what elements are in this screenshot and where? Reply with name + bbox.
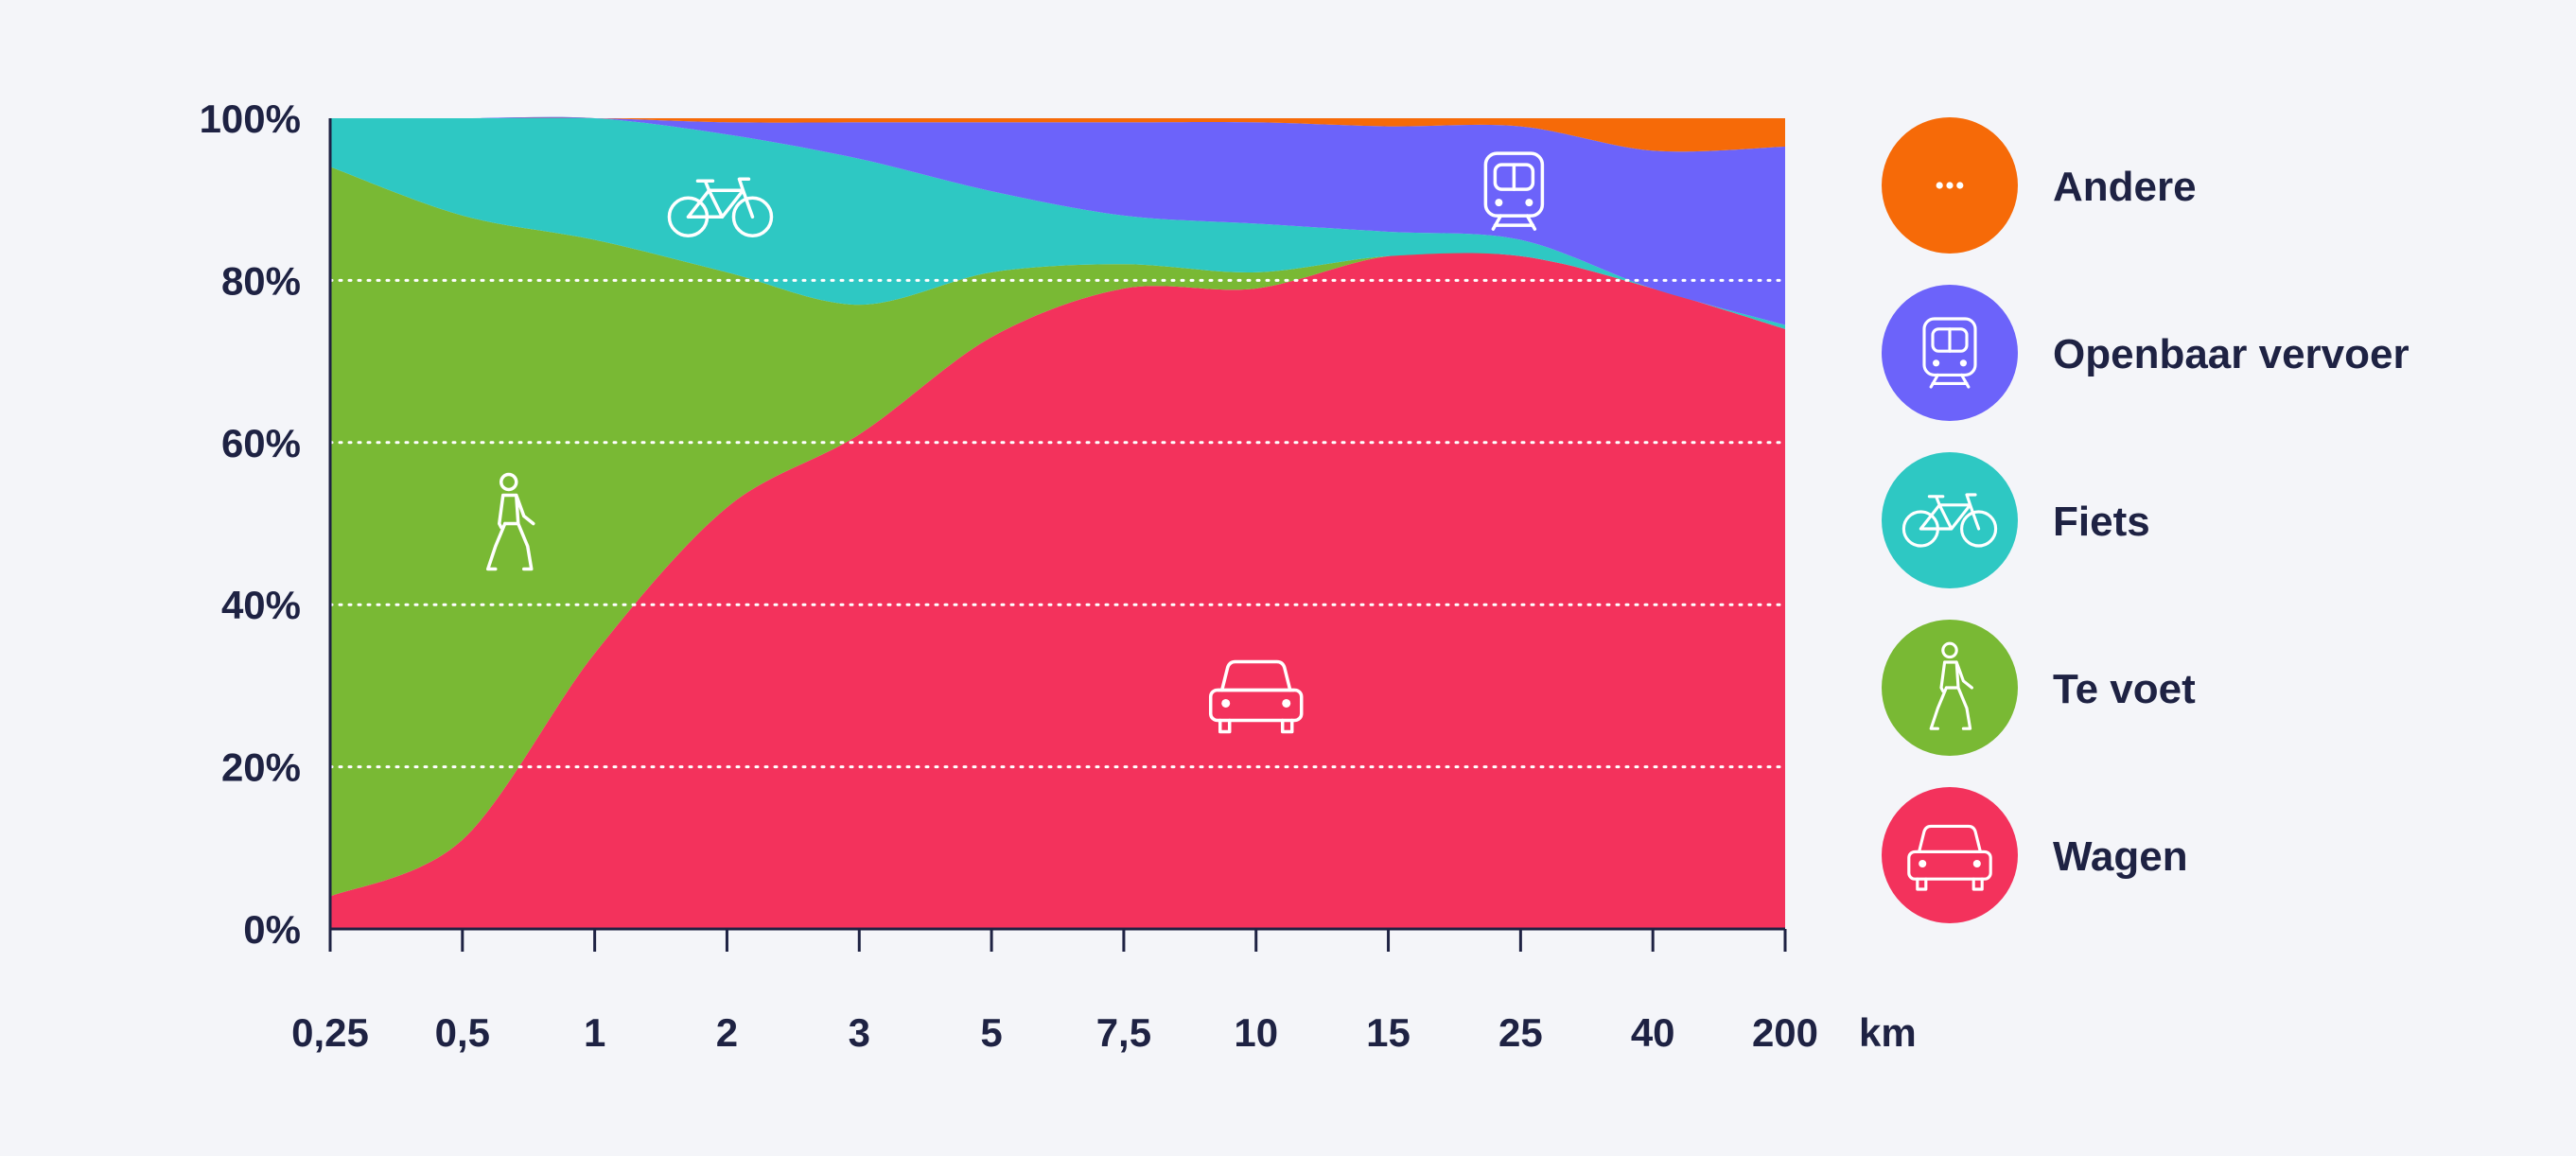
area-openbaar-vervoer — [330, 116, 1785, 325]
legend-swatch — [1882, 452, 2018, 588]
legend-label: Openbaar vervoer — [2053, 331, 2410, 377]
x-tick-label: 40 — [1631, 1010, 1675, 1055]
area-te-voet — [330, 166, 1785, 897]
x-tick-label: 0,5 — [435, 1010, 490, 1055]
x-tick-label: 200 — [1752, 1010, 1818, 1055]
stacked-areas — [330, 116, 1785, 929]
y-tick-label: 100% — [200, 96, 301, 141]
x-unit-label: km — [1859, 1010, 1917, 1055]
legend-item: Fiets — [1882, 452, 2150, 588]
legend-swatch — [1882, 285, 2018, 421]
legend-item: Wagen — [1882, 787, 2188, 923]
x-tick-label: 2 — [716, 1010, 738, 1055]
x-tick-label: 5 — [980, 1010, 1002, 1055]
x-tick-label: 15 — [1366, 1010, 1411, 1055]
x-tick-label: 0,25 — [291, 1010, 369, 1055]
y-tick-label: 80% — [221, 258, 301, 303]
legend-swatch — [1882, 787, 2018, 923]
legend: Andere Openbaar vervoer Fiets Te voet Wagen — [1882, 117, 2410, 923]
legend-label: Fiets — [2053, 499, 2150, 545]
legend-label: Andere — [2053, 164, 2197, 210]
y-tick-label: 20% — [221, 745, 301, 790]
x-tick-label: 10 — [1234, 1010, 1278, 1055]
axes: 0% 20% 40% 60% 80% 100% 0,25 0,5 1 2 3 5 7,5 10 15 25 40… — [200, 96, 1917, 1055]
x-tick-label: 3 — [849, 1010, 870, 1055]
legend-item: Openbaar vervoer — [1882, 285, 2410, 421]
y-tick-label: 60% — [221, 421, 301, 465]
legend-item: Andere — [1882, 117, 2197, 254]
x-tick-label: 7,5 — [1096, 1010, 1151, 1055]
more-dots-icon — [1936, 182, 1964, 189]
area-wagen — [330, 252, 1785, 929]
legend-item: Te voet — [1882, 620, 2196, 756]
legend-label: Te voet — [2053, 666, 2196, 712]
area-fiets — [330, 116, 1785, 329]
gridlines — [328, 278, 1787, 769]
y-tick-label: 0% — [243, 907, 301, 952]
x-tick-label: 25 — [1498, 1010, 1543, 1055]
y-tick-label: 40% — [221, 583, 301, 627]
legend-label: Wagen — [2053, 833, 2188, 880]
area-andere — [330, 117, 1785, 152]
x-tick-label: 1 — [584, 1010, 605, 1055]
